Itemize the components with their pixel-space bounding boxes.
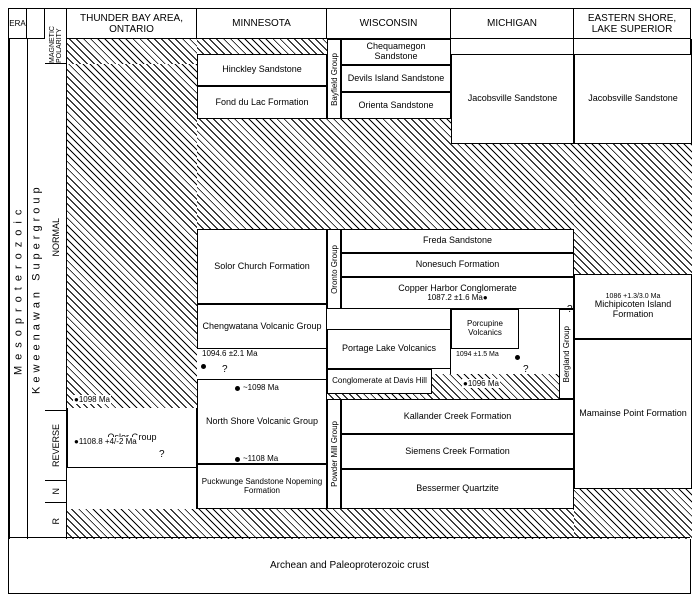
group-powder-mill: Powder Mill Group <box>327 399 341 509</box>
hatch-tb-top <box>67 39 197 64</box>
hatch-tb-main <box>67 64 197 408</box>
basement-label: Archean and Paleoproterozoic crust <box>9 537 690 593</box>
region-minnesota: MINNESOTA <box>197 9 327 38</box>
region-headers: THUNDER BAY AREA, ONTARIO MINNESOTA WISC… <box>67 9 690 39</box>
supergroup-label: Keweenawan Supergroup <box>27 39 45 539</box>
unit-chequamegon: Chequamegon Sandstone <box>341 39 451 65</box>
unit-solor-church: Solor Church Formation <box>197 229 327 304</box>
stratigraphic-chart: ERA Mesoproterozoic Keweenawan Supergrou… <box>8 8 691 594</box>
polarity-column: MAGNETIC POLARITY NORMAL REVERSE N R <box>45 9 67 539</box>
unit-portage-lake: Portage Lake Volcanics <box>327 329 451 369</box>
unit-porcupine: Porcupine Volcanics <box>451 309 519 349</box>
unit-bessermer: Bessermer Quartzite <box>341 469 574 509</box>
polarity-header: MAGNETIC POLARITY <box>45 9 66 64</box>
era-label: Mesoproterozoic <box>9 39 27 539</box>
age-1094-mi: 1094 ±1.5 Ma <box>455 351 500 358</box>
group-oronto: Oronto Group <box>327 229 341 309</box>
polarity-n: N <box>45 481 66 503</box>
unit-jacobsville-es: Jacobsville Sandstone <box>574 54 692 144</box>
qmark-4: ? <box>523 364 529 375</box>
polarity-normal: NORMAL <box>45 64 66 411</box>
qmark-1: ? <box>159 449 165 460</box>
unit-orienta: Orienta Sandstone <box>341 92 451 119</box>
hatch-mn-top <box>197 39 327 54</box>
age-1098-tb: ●1098 Ma <box>73 395 111 404</box>
hatch-es-base <box>574 489 692 539</box>
age-1087: 1087.2 ±1.6 Ma● <box>427 294 487 303</box>
qmark-3: ? <box>567 304 573 315</box>
supergroup-header <box>27 9 45 39</box>
hatch-es-mid <box>574 199 692 274</box>
polarity-reverse: REVERSE <box>45 411 66 481</box>
age-1108-tb: ●1108.8 +4/-2 Ma <box>73 437 138 446</box>
dot-1094-mi <box>515 355 520 360</box>
unit-puckwunge: Puckwunge Sandstone Nopeming Formation <box>197 464 327 509</box>
unit-conglomerate-davis: Conglomerate at Davis Hill <box>327 369 432 394</box>
polarity-r: R <box>45 503 66 539</box>
unit-siemens: Siemens Creek Formation <box>341 434 574 469</box>
region-thunder-bay: THUNDER BAY AREA, ONTARIO <box>67 9 197 38</box>
region-michigan: MICHIGAN <box>451 9 574 38</box>
unit-jacobsville-mi: Jacobsville Sandstone <box>451 54 574 144</box>
age-approx1098: ~1098 Ma <box>242 383 280 392</box>
unit-devils-island: Devils Island Sandstone <box>341 65 451 92</box>
age-1094-mn: 1094.6 ±2.1 Ma <box>201 349 259 358</box>
group-bergland: Bergland Group <box>559 309 574 399</box>
unit-hinckley: Hinckley Sandstone <box>197 54 327 86</box>
porcupine-label: Porcupine Volcanics <box>454 320 516 338</box>
unit-chengwatana: Chengwatana Volcanic Group <box>197 304 327 349</box>
unit-fond-du-lac: Fond du Lac Formation <box>197 86 327 119</box>
qmark-2: ? <box>222 364 228 375</box>
unit-copper-harbor: Copper Harbor Conglomerate 1087.2 ±1.6 M… <box>341 277 574 309</box>
age-1096: ●1096 Ma <box>462 379 500 388</box>
chart-body: Hinckley Sandstone Fond du Lac Formation… <box>67 39 690 539</box>
unit-michipicoten: 1086 +1.3/3.0 Ma Michipicoten Island For… <box>574 274 692 339</box>
age-approx1108: ~1108 Ma <box>242 454 279 463</box>
region-wisconsin: WISCONSIN <box>327 9 451 38</box>
unit-kallander: Kallander Creek Formation <box>341 399 574 434</box>
unit-freda: Freda Sandstone <box>341 229 574 253</box>
dot-1094 <box>201 364 206 369</box>
unit-mamainse: Mamainse Point Formation <box>574 339 692 489</box>
michipicoten-label: Michipicoten Island Formation <box>577 300 689 320</box>
unit-nonesuch: Nonesuch Formation <box>341 253 574 277</box>
dot-approx1108 <box>235 457 240 462</box>
era-header: ERA <box>9 9 27 39</box>
dot-approx1098 <box>235 386 240 391</box>
region-eastern-shore: EASTERN SHORE, LAKE SUPERIOR <box>574 9 690 38</box>
group-bayfield: Bayfield Group <box>327 39 341 119</box>
